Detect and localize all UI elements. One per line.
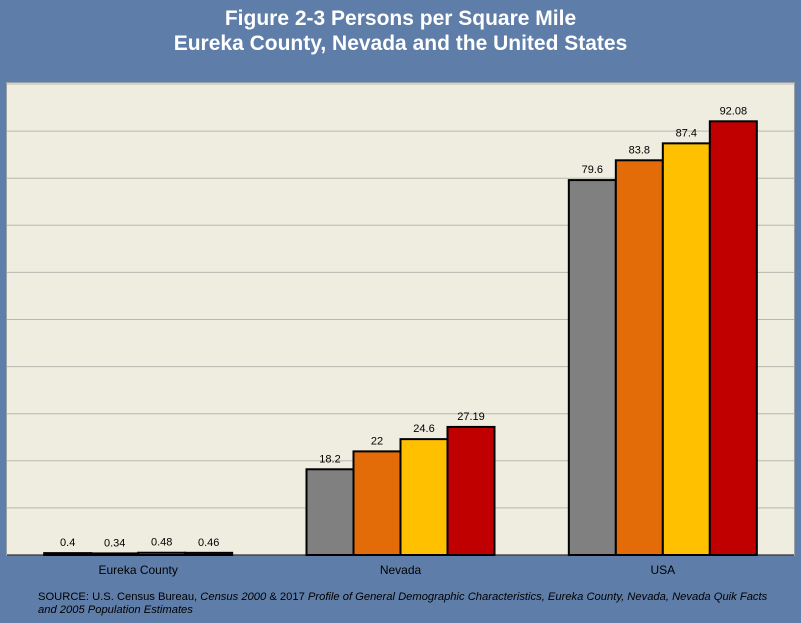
bar [399,438,449,556]
data-label: 92.08 [720,105,748,117]
category-label: Nevada [380,563,422,577]
chart-title-line-2: Eureka County, Nevada and the United Sta… [173,32,628,55]
bar [614,159,664,556]
bar [661,142,711,556]
bar [446,425,496,556]
category-label: USA [650,563,675,577]
chart-title-line-1: Figure 2-3 Persons per Square Mile [224,7,577,30]
bar [137,551,187,556]
data-label: 22 [371,435,383,447]
chart-title: Figure 2-3 Persons per Square Mile Eurek… [0,6,801,56]
source-italic-1: Census 2000 [200,591,267,603]
bar [43,552,93,557]
data-label: 0.34 [104,537,125,549]
data-label: 27.19 [457,411,485,423]
bar [708,120,758,557]
bar [305,468,355,557]
data-label: 0.48 [151,537,172,549]
data-label: 0.46 [198,537,219,549]
source-italic-2: Profile of General Demographic Character… [38,591,768,616]
data-label: 87.4 [676,127,697,139]
bar [352,450,402,557]
source-note: SOURCE: U.S. Census Bureau, Census 2000 … [38,591,788,617]
data-label: 0.4 [60,537,75,549]
source-prefix: SOURCE: U.S. Census Bureau, [38,591,201,603]
data-label: 18.2 [319,453,340,465]
bar [184,551,234,556]
data-label: 83.8 [629,144,650,156]
data-label: 79.6 [582,164,603,176]
bar [90,552,140,557]
source-middle: & 2017 [266,591,308,603]
data-label: 24.6 [413,423,434,435]
bar [567,179,617,556]
category-label: Eureka County [98,563,177,577]
